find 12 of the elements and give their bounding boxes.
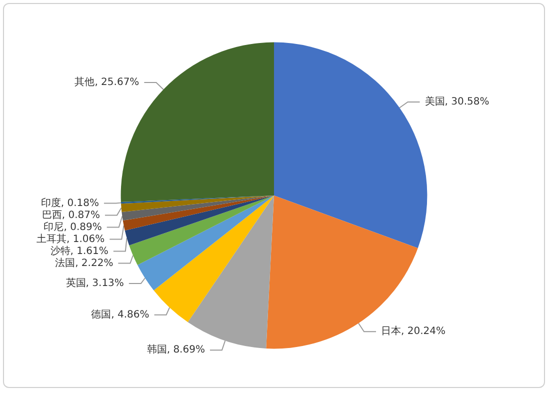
slice-label: 印度, 0.18% [40,196,99,209]
slice-label: 法国, 2.22% [55,256,114,269]
slice-label: 印尼, 0.89% [44,220,102,233]
slice-label: 其他, 25.67% [74,76,140,88]
slice-label: 巴西, 0.87% [42,210,100,221]
slice-label: 英国, 3.13% [66,277,124,290]
slice-label: 韩国, 8.69% [146,344,205,356]
slice-label: 土耳其, 1.06% [36,232,105,245]
slice-label: 沙特, 1.61% [50,244,108,257]
slice-label: 日本, 20.24% [381,325,446,338]
slice-label: 德国, 4.86% [91,309,150,320]
slice-label: 美国, 30.58% [424,95,490,108]
